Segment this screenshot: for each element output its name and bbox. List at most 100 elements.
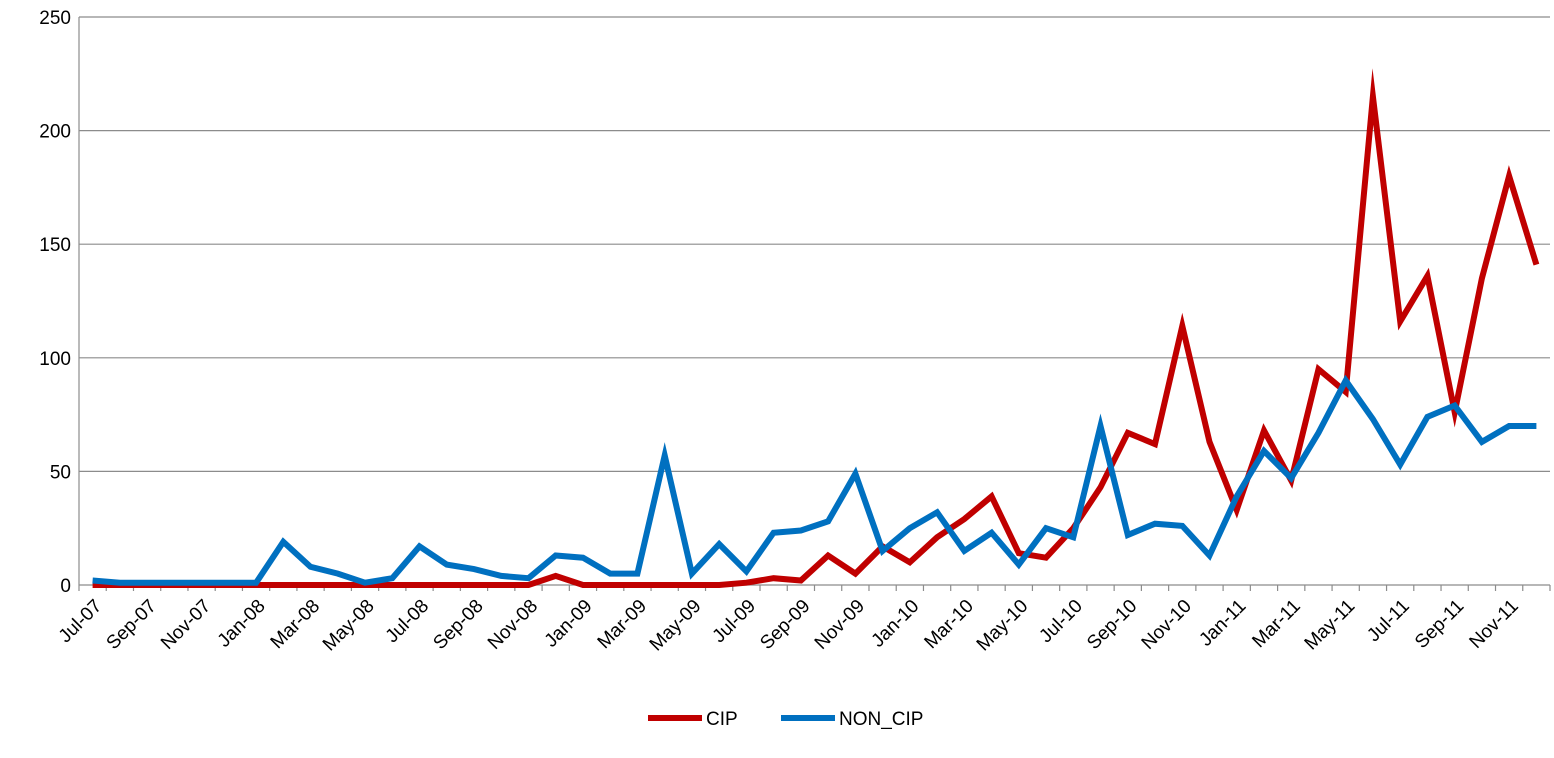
legend-label-cip: CIP — [706, 709, 738, 730]
y-tick-label: 150 — [39, 235, 71, 256]
y-tick-label: 0 — [60, 576, 71, 597]
x-tick-label: Jul-10 — [1035, 596, 1086, 647]
data-point-cip — [934, 534, 940, 540]
data-point-non-cip — [852, 471, 858, 477]
gridlines — [79, 16, 1550, 472]
data-point-cip — [771, 575, 777, 581]
x-tick-label: May-08 — [319, 596, 379, 656]
data-point-cip — [1506, 173, 1512, 179]
data-point-non-cip — [1288, 475, 1294, 481]
data-point-non-cip — [907, 525, 913, 531]
data-point-non-cip — [1043, 525, 1049, 531]
data-point-cip — [335, 582, 341, 588]
x-tick-label: Sep-11 — [1411, 596, 1468, 653]
data-point-non-cip — [716, 541, 722, 547]
data-point-non-cip — [498, 573, 504, 579]
x-tick-label: Sep-10 — [1083, 596, 1141, 654]
x-tick-label: Nov-09 — [811, 596, 869, 654]
x-tick-label: Jan-08 — [214, 596, 270, 652]
data-point-non-cip — [1479, 439, 1485, 445]
x-tick-label: Sep-08 — [429, 596, 487, 654]
data-point-non-cip — [253, 580, 259, 586]
data-point-non-cip — [798, 527, 804, 533]
data-point-non-cip — [471, 566, 477, 572]
data-point-non-cip — [880, 548, 886, 554]
data-point-non-cip — [1533, 423, 1539, 429]
data-point-non-cip — [607, 571, 613, 577]
data-point-non-cip — [553, 552, 559, 558]
data-point-cip — [525, 582, 531, 588]
x-tick-label: May-11 — [1301, 596, 1360, 655]
data-point-non-cip — [825, 518, 831, 524]
data-point-non-cip — [1152, 521, 1158, 527]
x-tick-label: Jan-10 — [868, 596, 924, 652]
data-point-cip — [634, 582, 640, 588]
data-point-non-cip — [444, 562, 450, 568]
x-tick-label: Mar-09 — [594, 596, 651, 653]
data-point-non-cip — [199, 580, 205, 586]
data-point-non-cip — [743, 568, 749, 574]
x-tick-label: Nov-08 — [484, 596, 542, 654]
data-point-non-cip — [634, 571, 640, 577]
data-point-non-cip — [989, 530, 995, 536]
data-point-non-cip — [90, 577, 96, 583]
x-tick-label: Jul-11 — [1363, 596, 1413, 646]
data-point-non-cip — [308, 564, 314, 570]
data-point-non-cip — [171, 580, 177, 586]
data-point-non-cip — [1070, 534, 1076, 540]
data-point-non-cip — [525, 575, 531, 581]
data-point-cip — [1370, 94, 1376, 100]
data-point-cip — [1016, 550, 1022, 556]
data-point-cip — [1152, 441, 1158, 447]
data-point-cip — [444, 582, 450, 588]
data-point-cip — [1179, 323, 1185, 329]
data-point-cip — [743, 580, 749, 586]
data-point-cip — [308, 582, 314, 588]
data-point-cip — [1206, 439, 1212, 445]
data-point-non-cip — [417, 543, 423, 549]
x-tick-label: Jul-08 — [382, 596, 433, 647]
data-point-non-cip — [335, 571, 341, 577]
y-tick-label: 50 — [50, 462, 71, 483]
data-point-non-cip — [1343, 378, 1349, 384]
data-point-cip — [1125, 430, 1131, 436]
x-tick-label: Mar-11 — [1248, 596, 1304, 652]
data-point-non-cip — [226, 580, 232, 586]
data-point-cip — [607, 582, 613, 588]
data-point-non-cip — [1452, 403, 1458, 409]
x-tick-label: Sep-09 — [756, 596, 814, 654]
data-point-cip — [852, 571, 858, 577]
data-point-cip — [716, 582, 722, 588]
data-point-non-cip — [280, 539, 286, 545]
data-point-cip — [1533, 262, 1539, 268]
data-point-cip — [798, 577, 804, 583]
data-point-non-cip — [1261, 448, 1267, 454]
x-tick-label: Nov-10 — [1138, 596, 1196, 654]
data-point-non-cip — [1206, 552, 1212, 558]
data-point-cip — [1397, 318, 1403, 324]
x-tick-label: Nov-11 — [1466, 596, 1523, 653]
data-point-cip — [907, 559, 913, 565]
x-tick-label: May-09 — [646, 596, 706, 656]
data-point-non-cip — [580, 555, 586, 561]
data-point-cip — [1424, 273, 1430, 279]
data-point-non-cip — [1315, 430, 1321, 436]
data-point-cip — [825, 552, 831, 558]
data-point-cip — [580, 582, 586, 588]
x-tick-label: Jan-11 — [1195, 596, 1250, 651]
legend-label-non-cip: NON_CIP — [839, 709, 923, 730]
x-tick-label: Jul-07 — [55, 596, 106, 647]
data-point-non-cip — [1506, 423, 1512, 429]
data-point-non-cip — [1179, 523, 1185, 529]
data-point-non-cip — [1125, 532, 1131, 538]
data-point-non-cip — [662, 452, 668, 458]
data-point-non-cip — [144, 580, 150, 586]
x-tick-label: Jan-09 — [541, 596, 597, 652]
data-point-cip — [389, 582, 395, 588]
y-tick-label: 200 — [39, 122, 71, 143]
series-lines — [90, 68, 1540, 588]
data-point-cip — [1479, 275, 1485, 281]
x-tick-label: Mar-10 — [921, 596, 978, 653]
